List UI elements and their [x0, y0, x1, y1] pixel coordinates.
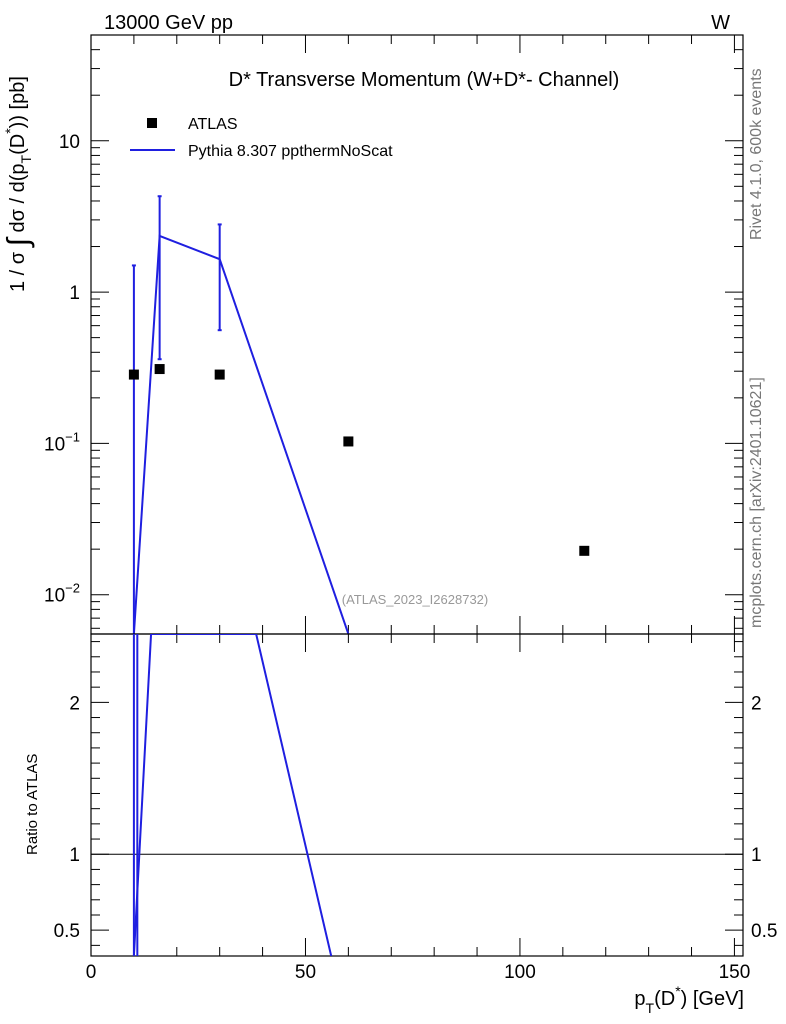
legend-atlas-marker [147, 118, 157, 128]
ratio-y-tick-labels: 0.5 0.5 1 1 2 2 [54, 693, 778, 942]
energy-label: 13000 GeV pp [104, 12, 233, 34]
atlas-points [128, 364, 590, 556]
ratio-axis-ticks [90, 634, 743, 956]
ratio-plot-frame [90, 633, 744, 957]
analysis-watermark: (ATLAS_2023_I2628732) [342, 592, 488, 607]
ratio-y-label: Ratio to ATLAS [24, 754, 41, 855]
ratio-y-tick-label-right: 0.5 [751, 921, 777, 942]
legend: ATLAS Pythia 8.307 ppthermNoScat [130, 116, 393, 160]
main-y-tick-labels: 10 1 10−1 10−2 [44, 132, 80, 607]
x-tick-label: 50 [295, 962, 316, 983]
atlas-point [579, 545, 590, 556]
process-label: W [711, 12, 730, 34]
x-tick-label: 150 [719, 962, 751, 983]
y-tick-label: 10−2 [44, 581, 80, 607]
pythia-error-bars [131, 195, 222, 634]
legend-atlas-label: ATLAS [188, 116, 238, 133]
y-axis-label: 1 / σ ∫ dσ / d(pT(D*)) [pb] [2, 76, 35, 292]
x-tick-labels: 0 50 100 150 [86, 962, 751, 983]
ratio-y-tick-label-right: 1 [751, 845, 762, 866]
atlas-point [214, 369, 225, 380]
main-axis-ticks [90, 34, 743, 634]
x-axis-label: pT(D*) [GeV] [634, 983, 744, 1016]
y-tick-label: 10 [59, 132, 80, 153]
mcplots-label: mcplots.cern.ch [arXiv:2401.10621] [748, 377, 765, 628]
pythia-line [132, 234, 350, 634]
ratio-y-tick-label-left: 1 [69, 845, 80, 866]
atlas-point [154, 364, 165, 375]
x-tick-label: 100 [504, 962, 536, 983]
rivet-version-label: Rivet 4.1.0, 600k events [748, 68, 765, 240]
ratio-pythia-line [132, 634, 333, 956]
ratio-y-tick-label-right: 2 [751, 693, 762, 714]
plot-title: D* Transverse Momentum (W+D*- Channel) [229, 69, 620, 91]
y-tick-label: 1 [69, 283, 80, 304]
y-tick-label: 10−1 [44, 429, 80, 455]
x-tick-label: 0 [86, 962, 97, 983]
ratio-y-tick-label-left: 0.5 [54, 921, 80, 942]
atlas-point [343, 436, 354, 447]
ratio-y-tick-label-left: 2 [69, 693, 80, 714]
legend-pythia-label: Pythia 8.307 ppthermNoScat [188, 143, 393, 160]
atlas-point [128, 369, 139, 380]
